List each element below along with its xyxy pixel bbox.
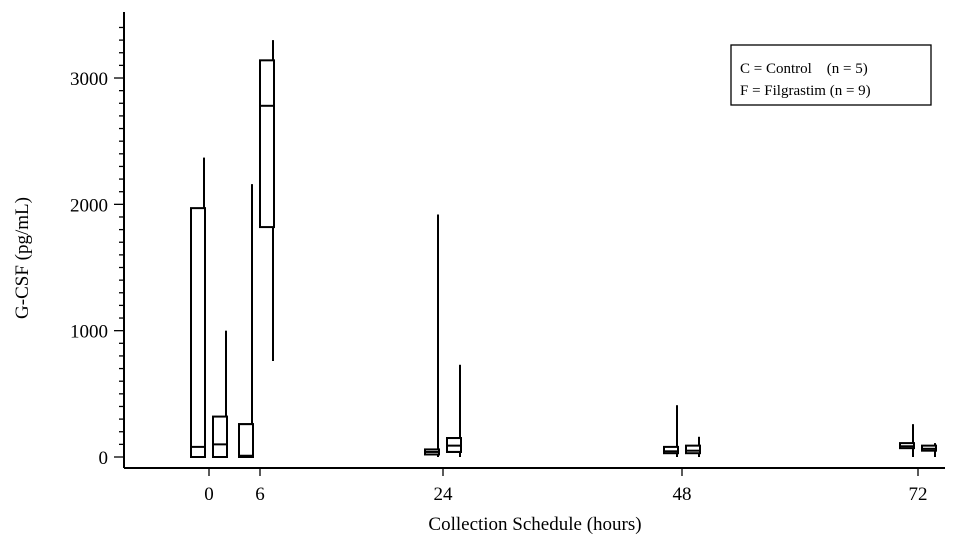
y-axis-title: G-CSF (pg/mL) bbox=[12, 197, 33, 319]
y-axis-ticks: 0 1000 2000 3000 bbox=[70, 26, 124, 469]
legend: C = Control (n = 5) F = Filgrastim (n = … bbox=[730, 44, 932, 106]
legend-entry-filgrastim: F = Filgrastim (n = 9) bbox=[740, 83, 871, 99]
box-F-48 bbox=[685, 444, 701, 455]
y-tick-label: 3000 bbox=[70, 69, 108, 90]
y-tick-label: 0 bbox=[99, 448, 109, 469]
x-tick-label: 72 bbox=[909, 484, 928, 505]
box-F-6 bbox=[259, 59, 275, 229]
box-C-48 bbox=[663, 445, 679, 455]
legend-box bbox=[730, 44, 932, 106]
box-fill-highlight bbox=[239, 424, 253, 436]
x-axis-title: Collection Schedule (hours) bbox=[428, 514, 641, 535]
y-tick-label: 1000 bbox=[70, 322, 108, 343]
x-tick-label: 48 bbox=[673, 484, 692, 505]
box-outline bbox=[238, 423, 254, 459]
x-tick-label: 24 bbox=[434, 484, 454, 505]
x-tick-label: 0 bbox=[204, 484, 214, 505]
x-tick-label: 6 bbox=[255, 484, 265, 505]
box-fill-highlight bbox=[447, 438, 461, 443]
box-series bbox=[190, 40, 937, 459]
legend-entry-control: C = Control (n = 5) bbox=[740, 61, 868, 77]
y-tick-label: 2000 bbox=[70, 195, 108, 216]
box-F-0 bbox=[212, 415, 228, 458]
x-axis-ticks: 0 6 24 48 72 bbox=[204, 468, 928, 505]
box-C-0 bbox=[190, 207, 206, 458]
